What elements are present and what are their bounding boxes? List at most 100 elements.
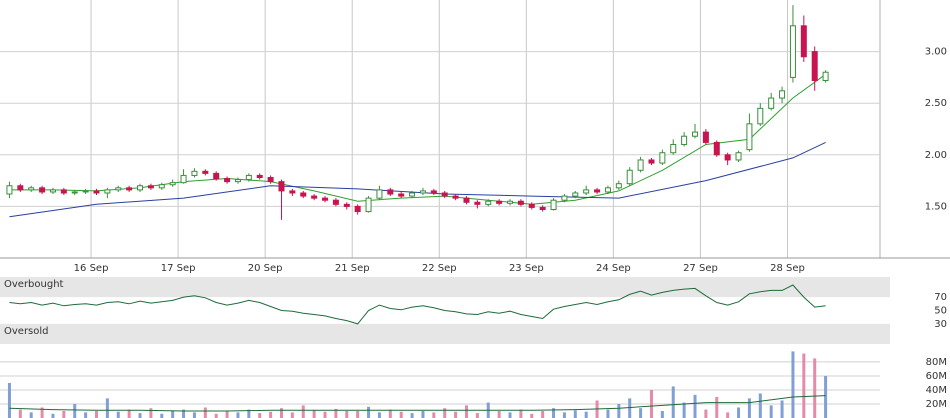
- volume-bar: [105, 398, 109, 418]
- candle-body: [539, 206, 546, 210]
- candle-body: [779, 90, 786, 99]
- candle-body: [322, 197, 329, 201]
- candle-body: [648, 159, 655, 164]
- y-tick-label: 60M: [926, 371, 947, 382]
- volume-bar: [40, 407, 44, 418]
- y-tick-label: 1.50: [925, 201, 947, 212]
- candle-body: [419, 190, 426, 194]
- candle-body: [158, 184, 165, 189]
- candle-body: [60, 189, 67, 194]
- volume-bar: [791, 351, 795, 418]
- candle-body: [550, 199, 557, 210]
- x-tick-label: 24 Sep: [596, 263, 631, 274]
- volume-bar: [639, 408, 643, 418]
- x-tick-label: 17 Sep: [161, 263, 196, 274]
- candle-body: [811, 51, 818, 81]
- volume-bar: [475, 413, 479, 418]
- candle-body: [147, 185, 154, 189]
- candle-body: [485, 200, 492, 205]
- candle-body: [757, 107, 764, 125]
- candle-body: [376, 189, 383, 199]
- candle-body: [474, 201, 481, 205]
- volume-bar: [617, 403, 621, 418]
- volume-bar: [758, 393, 762, 418]
- volume-bar: [160, 413, 164, 418]
- candle-body: [724, 154, 731, 161]
- volume-bar: [29, 412, 33, 418]
- candle-body: [267, 177, 274, 183]
- volume-bar: [802, 353, 806, 418]
- volume-bar: [116, 411, 120, 418]
- y-tick-label: 20M: [926, 399, 947, 410]
- volume-bar: [214, 413, 218, 418]
- volume-bar: [552, 408, 556, 418]
- volume-bar: [682, 402, 686, 418]
- candle-body: [713, 141, 720, 156]
- volume-bar: [323, 411, 327, 418]
- candle-body: [387, 189, 394, 195]
- volume-bar: [7, 382, 11, 418]
- volume-bar: [541, 410, 545, 418]
- candle-body: [594, 189, 601, 193]
- candle-body: [789, 25, 796, 78]
- volume-bar: [824, 375, 828, 418]
- candle-body: [104, 189, 111, 194]
- candle-body: [692, 131, 699, 137]
- candle-body: [39, 187, 46, 193]
- volume-bar: [182, 409, 186, 418]
- volume-bar: [62, 410, 66, 418]
- y-tick-label: 2.50: [925, 98, 947, 109]
- candle-body: [746, 123, 753, 151]
- moving-average: [9, 73, 826, 205]
- candle-body: [126, 187, 133, 191]
- volume-bar: [269, 411, 273, 418]
- volume-bar: [715, 396, 719, 418]
- volume-bar: [301, 405, 305, 418]
- candle-body: [245, 174, 252, 181]
- volume-bar: [149, 408, 153, 418]
- x-tick-label: 20 Sep: [248, 263, 283, 274]
- volume-bar: [203, 407, 207, 418]
- volume-bar: [388, 409, 392, 418]
- volume-bar: [127, 409, 131, 418]
- candle-body: [169, 182, 176, 186]
- rsi-line: [9, 284, 826, 325]
- volume-bar: [247, 409, 251, 418]
- candle-body: [332, 199, 339, 205]
- volume-bar: [279, 408, 283, 418]
- volume-bar: [443, 408, 447, 418]
- volume-bar: [584, 411, 588, 418]
- volume-bar: [562, 412, 566, 418]
- candle-body: [234, 179, 241, 183]
- candle-body: [430, 190, 437, 194]
- volume-bar: [649, 389, 653, 418]
- volume-bar: [345, 410, 349, 418]
- volume-bar: [769, 405, 773, 418]
- candle-body: [365, 197, 372, 213]
- candle-body: [300, 192, 307, 197]
- candle-body: [256, 174, 263, 179]
- candle-body: [572, 192, 579, 197]
- volume-bar: [497, 410, 501, 418]
- x-tick-label: 22 Sep: [422, 263, 457, 274]
- candle-body: [681, 135, 688, 145]
- volume-bar: [573, 410, 577, 418]
- candle-body: [822, 71, 829, 81]
- candle-body: [289, 190, 296, 194]
- candle-body: [17, 185, 24, 191]
- volume-bar: [171, 410, 175, 418]
- candle-body: [637, 159, 644, 171]
- candle-body: [224, 178, 231, 183]
- zone-label: Overbought: [4, 279, 64, 290]
- candle-body: [507, 200, 514, 204]
- volume-bar: [138, 413, 142, 418]
- candle-body: [463, 197, 470, 203]
- y-tick-label: 2.00: [925, 150, 947, 161]
- volume-bar: [94, 410, 98, 418]
- y-tick-label: 50: [934, 306, 947, 317]
- volume-bar: [671, 386, 675, 418]
- volume-bar: [780, 400, 784, 418]
- volume-bar: [454, 411, 458, 418]
- y-tick-label: 40M: [926, 385, 947, 396]
